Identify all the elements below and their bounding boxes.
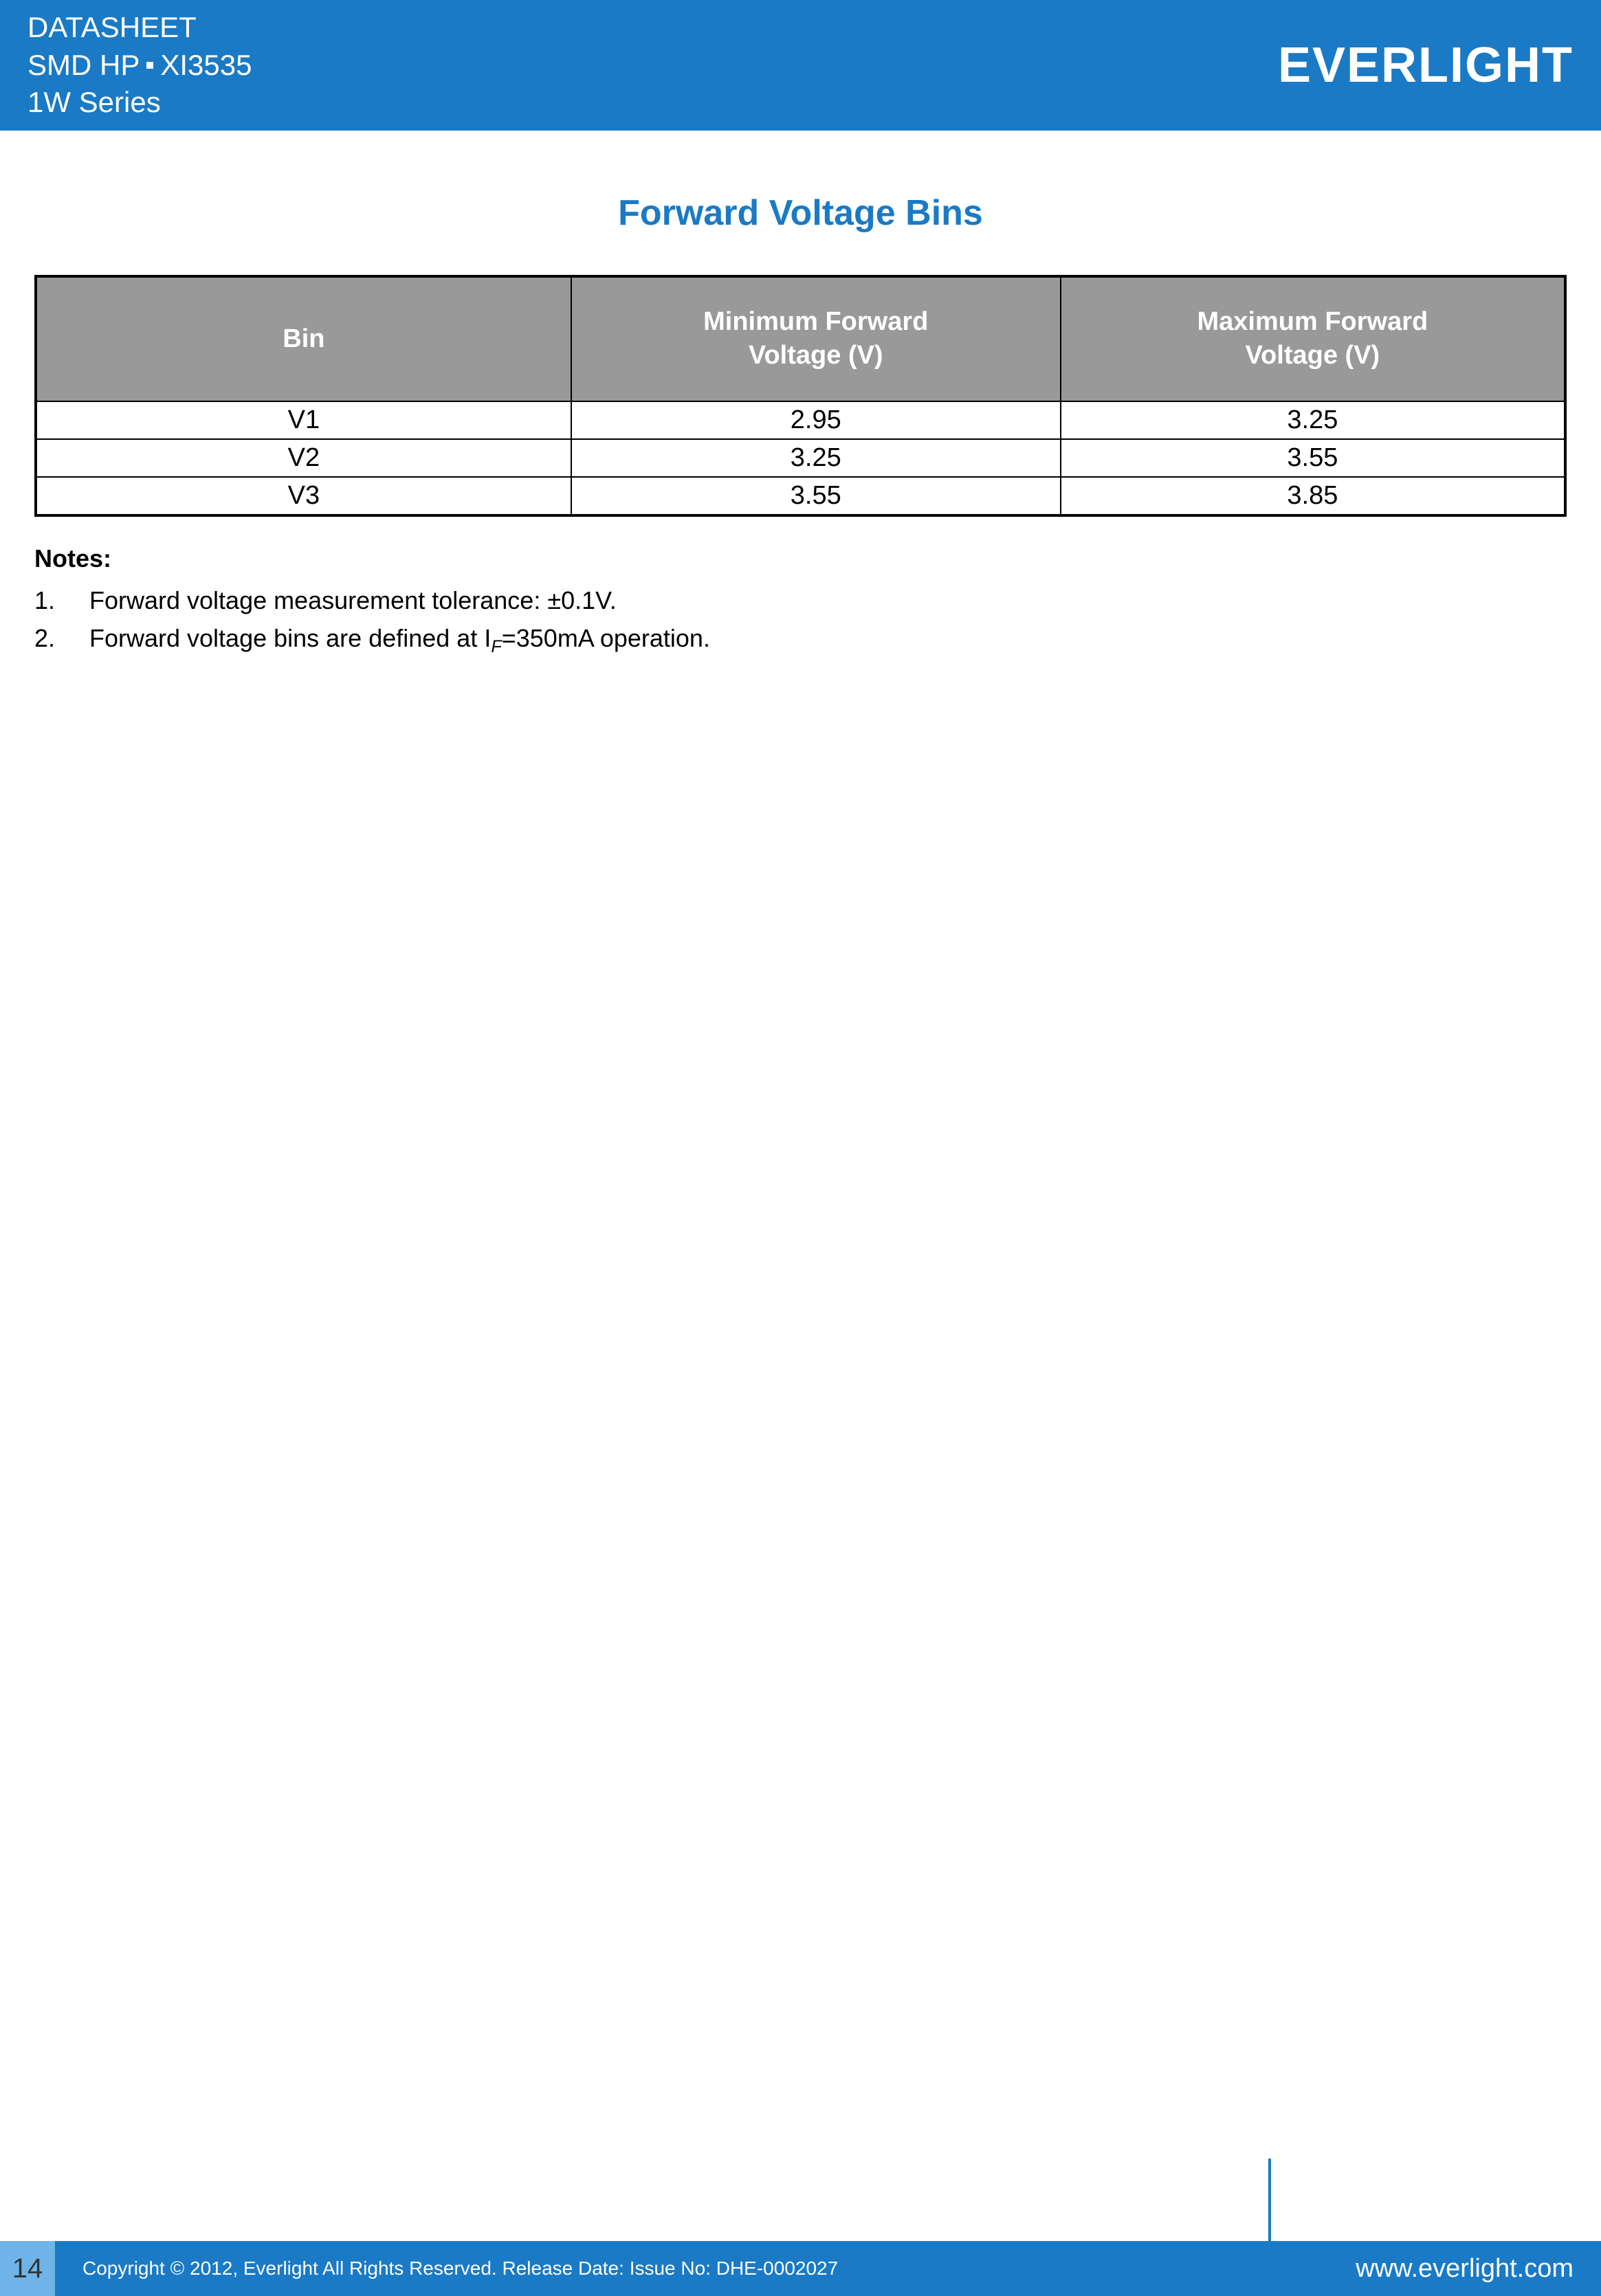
copyright-text: Copyright © 2012, Everlight All Rights R… xyxy=(82,2258,838,2280)
footer-bar: Copyright © 2012, Everlight All Rights R… xyxy=(55,2241,1601,2296)
content-area: Forward Voltage Bins Bin Minimum Forward… xyxy=(0,137,1601,691)
notes-heading: Notes: xyxy=(34,544,1567,573)
table-cell-min: 2.95 xyxy=(571,401,1061,439)
brand-logo: EVERLIGHT xyxy=(1278,37,1574,93)
page-number: 14 xyxy=(0,2241,55,2296)
table-cell-max: 3.25 xyxy=(1061,401,1565,439)
note-number: 2. xyxy=(34,621,89,659)
table-cell-max: 3.55 xyxy=(1061,439,1565,477)
header-line3: 1W Series xyxy=(27,84,252,122)
note-text: Forward voltage measurement tolerance: ±… xyxy=(89,583,617,618)
notes-list: 1. Forward voltage measurement tolerance… xyxy=(34,583,1567,660)
header-banner: DATASHEET SMD HP XI3535 1W Series EVERLI… xyxy=(0,0,1601,137)
table-cell-bin: V3 xyxy=(36,477,571,515)
page-title: Forward Voltage Bins xyxy=(34,192,1567,234)
header-line2: SMD HP XI3535 xyxy=(27,47,252,85)
voltage-bins-table: Bin Minimum Forward Voltage (V) Maximum … xyxy=(34,275,1567,517)
table-cell-min: 3.25 xyxy=(571,439,1061,477)
table-header-max: Maximum Forward Voltage (V) xyxy=(1061,276,1565,401)
table-cell-max: 3.85 xyxy=(1061,477,1565,515)
header-product-code: XI3535 xyxy=(160,47,252,85)
header-line1: DATASHEET xyxy=(27,9,252,47)
table-header-bin: Bin xyxy=(36,276,571,401)
table-cell-bin: V1 xyxy=(36,401,571,439)
square-icon xyxy=(146,62,153,69)
note-number: 1. xyxy=(34,583,89,618)
notes-section: Notes: 1. Forward voltage measurement to… xyxy=(34,544,1567,660)
note-text: Forward voltage bins are defined at IF=3… xyxy=(89,621,710,659)
note-item: 2. Forward voltage bins are defined at I… xyxy=(34,621,1567,659)
header-product-prefix: SMD HP xyxy=(27,47,140,85)
header-title-block: DATASHEET SMD HP XI3535 1W Series xyxy=(27,9,252,122)
table-row: V1 2.95 3.25 xyxy=(36,401,1565,439)
table-header-row: Bin Minimum Forward Voltage (V) Maximum … xyxy=(36,276,1565,401)
footer-url: www.everlight.com xyxy=(1356,2254,1574,2284)
table-cell-min: 3.55 xyxy=(571,477,1061,515)
table-cell-bin: V2 xyxy=(36,439,571,477)
table-header-min: Minimum Forward Voltage (V) xyxy=(571,276,1061,401)
note-item: 1. Forward voltage measurement tolerance… xyxy=(34,583,1567,618)
table-row: V3 3.55 3.85 xyxy=(36,477,1565,515)
footer: 14 Copyright © 2012, Everlight All Right… xyxy=(0,2241,1601,2296)
table-row: V2 3.25 3.55 xyxy=(36,439,1565,477)
